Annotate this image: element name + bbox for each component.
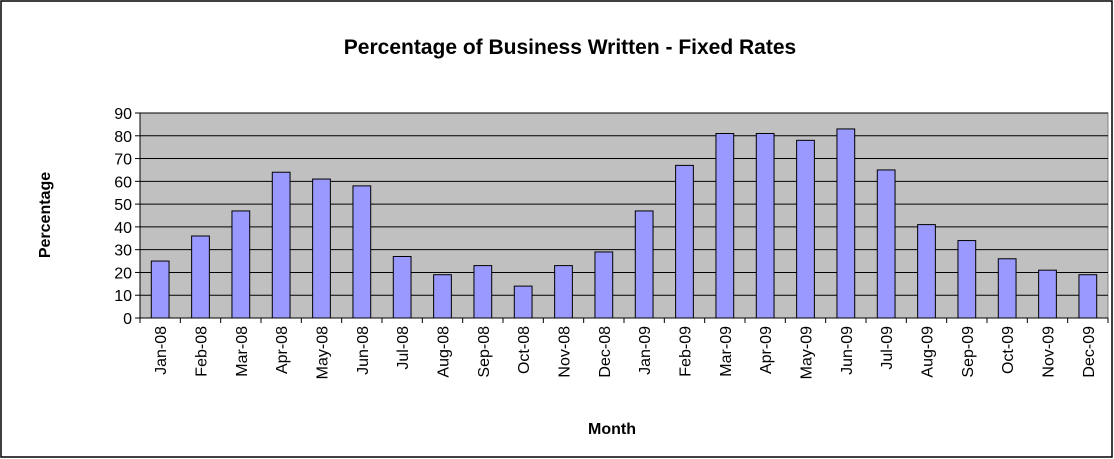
x-tick-label: Dec-09 xyxy=(1081,326,1098,378)
bar xyxy=(634,210,654,319)
plot-area xyxy=(139,112,1109,319)
y-tick-label: 80 xyxy=(114,129,132,146)
x-tick-label: May-08 xyxy=(315,326,332,379)
y-tick-label: 10 xyxy=(114,288,132,305)
x-tick-label: Sep-09 xyxy=(960,326,977,378)
x-tick-label: Apr-09 xyxy=(758,326,775,374)
bar xyxy=(836,128,856,319)
x-tick-label: Jun-09 xyxy=(839,326,856,375)
x-tick-label: Jan-08 xyxy=(153,326,170,375)
bar xyxy=(271,171,291,319)
x-tick-label: Feb-09 xyxy=(678,326,695,377)
bar xyxy=(312,178,331,319)
x-tick-label: Mar-08 xyxy=(234,326,251,377)
x-tick-label: Nov-09 xyxy=(1041,326,1058,378)
x-tick-label: Aug-09 xyxy=(920,326,937,378)
bar xyxy=(796,139,815,319)
bar xyxy=(433,274,452,319)
bar xyxy=(150,260,170,319)
bar xyxy=(392,256,412,319)
bar xyxy=(957,240,977,319)
x-tick-label: Jul-09 xyxy=(879,326,896,370)
y-axis-label: Percentage xyxy=(37,172,54,258)
y-tick-label: 70 xyxy=(114,152,132,169)
x-tick-label: Apr-08 xyxy=(274,326,291,374)
x-tick-label: Mar-09 xyxy=(718,326,735,377)
x-tick-label: Jan-09 xyxy=(637,326,654,375)
y-tick-label: 0 xyxy=(123,311,132,328)
bar xyxy=(191,235,210,319)
x-tick-label: Oct-09 xyxy=(1000,326,1017,374)
bar xyxy=(594,251,614,319)
bar xyxy=(715,133,735,319)
y-tick-label: 40 xyxy=(114,220,132,237)
bar xyxy=(473,265,493,319)
x-tick-label: May-09 xyxy=(799,326,816,379)
x-tick-label: Oct-08 xyxy=(516,326,533,374)
bar xyxy=(1078,274,1098,319)
bar xyxy=(352,185,372,319)
x-tick-label: Nov-08 xyxy=(557,326,574,378)
bar xyxy=(554,265,573,319)
chart-title: Percentage of Business Written - Fixed R… xyxy=(344,36,796,59)
bar xyxy=(997,258,1017,319)
bar xyxy=(231,210,251,319)
y-tick-label: 90 xyxy=(114,106,132,123)
x-tick-label: Jul-08 xyxy=(395,326,412,370)
bar xyxy=(917,224,936,319)
y-tick-label: 30 xyxy=(114,243,132,260)
x-axis-label: Month xyxy=(588,421,636,438)
x-tick-label: Aug-08 xyxy=(436,326,453,378)
x-tick-label: Sep-08 xyxy=(476,326,493,378)
bar xyxy=(755,133,775,319)
y-tick-label: 20 xyxy=(114,265,132,282)
bar xyxy=(513,285,533,319)
bar xyxy=(675,164,694,319)
x-tick-label: Feb-08 xyxy=(194,326,211,377)
x-tick-label: Jun-08 xyxy=(355,326,372,375)
y-tick-label: 50 xyxy=(114,197,132,214)
x-tick-label: Dec-08 xyxy=(597,326,614,378)
bar xyxy=(876,169,896,319)
bar xyxy=(1038,269,1057,319)
y-tick-label: 60 xyxy=(114,174,132,191)
